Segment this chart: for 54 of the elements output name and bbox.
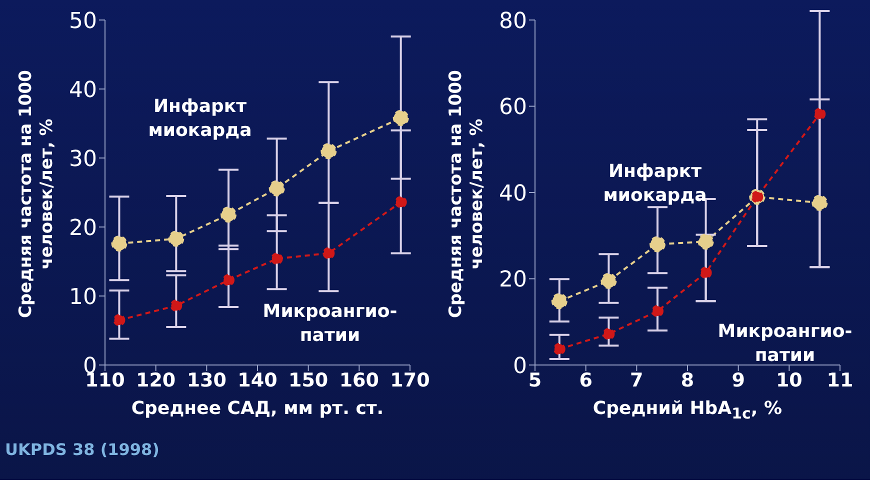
x-tick-label: 170 [390,369,430,392]
point [600,272,617,289]
point [814,108,826,120]
point [220,206,237,223]
y-tick-label: 50 [69,8,97,34]
point [553,343,566,356]
point [320,143,337,160]
point [170,300,182,312]
y-tick-label: 20 [69,216,97,241]
x-tick-label: 160 [339,369,380,392]
x-tick-label: 6 [579,369,592,392]
x-tick-label: 130 [186,369,227,392]
y-tick-label: 10 [69,284,97,310]
point [268,180,285,196]
x-tick-label: 120 [136,369,176,392]
y-axis-title: Средняя частота на 1000 человек/лет, % [16,69,58,319]
x-tick-label: 5 [528,369,542,392]
y-tick-label: 0 [513,354,527,379]
x-tick-label: 150 [288,369,328,392]
x-tick-label: 10 [776,369,802,392]
point [222,274,235,286]
y-tick-label: 60 [499,95,527,120]
x-tick-label: 7 [630,369,644,392]
series-label: Микроангио-патии [262,300,398,348]
text: Микроангио-патии [716,320,854,368]
point [700,266,712,279]
x-tick-label: 8 [680,369,694,392]
point [602,328,615,340]
text: UKPDS 38 (1998) [5,440,160,459]
point [652,305,664,318]
y-tick-label: 30 [69,146,97,172]
point [812,194,828,211]
y-axis-title: Средняя частота на 1000 человек/лет, % [446,69,488,319]
x-axis-title: Среднее САД, мм рт. ст. [130,398,385,419]
point [270,252,283,265]
x-tick-label: 140 [238,369,278,392]
y-tick-label: 40 [69,78,97,103]
point [168,230,184,247]
point [394,196,407,208]
x-tick-label: 11 [826,369,854,392]
text: Инфаркт миокарда [147,95,253,143]
point [698,234,714,250]
point [113,314,126,326]
point [650,236,666,252]
y-tick-label: 20 [499,268,527,293]
y-tick-label: 80 [499,8,527,34]
point [322,247,335,260]
point [551,293,568,310]
series-label: Инфаркт миокарда [602,160,708,208]
x-axis-title: Средний HbA$_{1c}$, % [592,398,784,423]
x-tick-label: 9 [732,369,745,392]
y-tick-label: 40 [499,181,527,206]
point [111,236,128,252]
point [392,110,409,126]
